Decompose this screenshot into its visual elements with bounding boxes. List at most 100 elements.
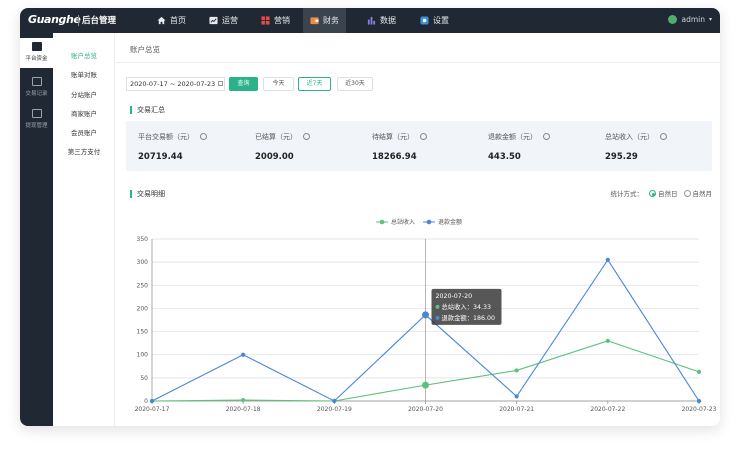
radio-natural-month[interactable]: 自然月 xyxy=(683,188,712,198)
nav-item-marketing[interactable]: 营销 xyxy=(254,8,297,33)
last-7-days-button[interactable]: 近7天 xyxy=(298,77,331,91)
data-point xyxy=(605,338,610,343)
wallet-icon xyxy=(310,17,319,25)
legend-label: 总站收入 xyxy=(391,218,415,226)
legend-label: 退款金额 xyxy=(438,218,462,226)
sidebar-item-bill-reconciliation[interactable]: 账单对账 xyxy=(71,71,97,79)
summary-label: 退款金额（元） xyxy=(488,132,550,142)
grid-icon xyxy=(261,16,270,25)
top-navigation-bar: Guanghe 后台管理 首页 运营 营销 财务 数据 设置 ad xyxy=(20,8,720,33)
avatar xyxy=(668,15,678,24)
radio-checked-icon xyxy=(649,190,656,197)
main-content: 账户总览 2020-07-17 ~ 2020-07-23 查询 今天 近7天 近… xyxy=(116,33,720,426)
y-tick-label: 150 xyxy=(137,329,149,336)
data-point xyxy=(605,257,610,262)
data-point xyxy=(149,398,155,404)
summary-panel: 平台交易额（元） 20719.44 已结算（元） 2009.00 待结算（元） … xyxy=(126,121,712,171)
nav-item-label: 营销 xyxy=(274,16,290,25)
query-button[interactable]: 查询 xyxy=(229,77,258,91)
date-range-value: 2020-07-17 ~ 2020-07-23 xyxy=(130,80,216,88)
nav-item-data[interactable]: 数据 xyxy=(360,8,403,33)
summary-value: 443.50 xyxy=(488,152,521,162)
sidebar-item-member-accounts[interactable]: 会员账户 xyxy=(71,129,97,137)
radio-natural-day[interactable]: 自然日 xyxy=(649,188,678,198)
chart-board-icon xyxy=(209,16,218,25)
tooltip-line: 退款金额：186.00 xyxy=(442,313,496,322)
legend-swatch-dot xyxy=(379,219,385,225)
info-icon[interactable] xyxy=(420,133,427,140)
summary-value: 2009.00 xyxy=(255,152,294,162)
info-icon[interactable] xyxy=(543,133,550,140)
summary-label: 待结算（元） xyxy=(372,132,427,142)
data-point xyxy=(332,398,337,404)
data-point xyxy=(514,368,519,373)
nav-item-label: 运营 xyxy=(222,16,238,25)
x-tick-label: 2020-07-19 xyxy=(317,406,352,413)
primary-sidebar: 平台资金 交易记录 提现管理 xyxy=(20,33,53,426)
y-tick-label: 350 xyxy=(137,236,149,243)
info-icon[interactable] xyxy=(200,133,207,140)
nav-item-finance[interactable]: 财务 xyxy=(303,8,346,33)
calendar-icon xyxy=(218,81,224,86)
x-tick-label: 2020-07-22 xyxy=(590,406,625,413)
tooltip-marker xyxy=(435,315,440,320)
caret-down-icon: ▾ xyxy=(708,16,712,23)
y-tick-label: 50 xyxy=(140,375,148,382)
sidebar-item-transactions[interactable]: 交易记录 xyxy=(20,73,53,103)
tooltip-line: 总站收入：34.33 xyxy=(442,302,492,311)
sidebar-item-platform-funds[interactable]: 平台资金 xyxy=(20,38,53,68)
summary-section-title: 交易汇总 xyxy=(130,106,165,114)
x-tick-label: 2020-07-18 xyxy=(226,406,261,413)
divider xyxy=(116,62,720,63)
user-menu[interactable]: admin ▾ xyxy=(668,15,712,24)
data-point xyxy=(696,398,702,404)
record-icon xyxy=(31,77,42,86)
home-icon xyxy=(157,16,166,25)
info-icon[interactable] xyxy=(303,133,310,140)
y-tick-label: 0 xyxy=(144,398,148,405)
y-tick-label: 100 xyxy=(137,352,149,359)
y-tick-label: 300 xyxy=(137,259,149,266)
info-icon[interactable] xyxy=(660,133,667,140)
sidebar-item-label: 提现管理 xyxy=(25,123,48,129)
data-point xyxy=(241,397,246,403)
summary-label: 总站收入（元） xyxy=(605,132,667,142)
data-point xyxy=(422,311,429,319)
yen-icon xyxy=(31,42,42,51)
details-section-title: 交易明细 xyxy=(130,190,165,198)
y-tick-label: 200 xyxy=(137,305,149,312)
legend-swatch-dot xyxy=(426,219,432,225)
bar-chart-icon xyxy=(367,16,376,25)
brand-subtitle: 后台管理 xyxy=(82,16,117,26)
sidebar-item-third-party-payment[interactable]: 第三方支付 xyxy=(67,148,101,156)
sidebar-item-account-overview[interactable]: 账户总览 xyxy=(71,52,97,60)
last-30-days-button[interactable]: 近30天 xyxy=(337,77,373,91)
tooltip-marker xyxy=(435,304,440,309)
sidebar-item-merchant-accounts[interactable]: 商家账户 xyxy=(71,110,97,118)
date-range-input[interactable]: 2020-07-17 ~ 2020-07-23 xyxy=(126,77,225,91)
summary-value: 18266.94 xyxy=(372,152,417,162)
radio-unchecked-icon xyxy=(683,190,691,197)
nav-item-home[interactable]: 首页 xyxy=(150,8,193,33)
sidebar-item-withdrawals[interactable]: 提现管理 xyxy=(20,105,53,135)
sidebar-item-label: 平台资金 xyxy=(25,56,48,62)
stat-mode-label: 统计方式： xyxy=(610,190,644,198)
x-tick-label: 2020-07-17 xyxy=(135,406,170,413)
nav-item-settings[interactable]: 设置 xyxy=(413,8,456,33)
sidebar-item-branch-accounts[interactable]: 分站账户 xyxy=(71,91,97,99)
sidebar-item-label: 交易记录 xyxy=(25,91,48,97)
data-point xyxy=(696,369,702,374)
data-point xyxy=(514,394,519,399)
transaction-line-chart[interactable]: 0 50 100 150 200 250 300 350 2020-07-17 2020-07-1… xyxy=(116,213,720,423)
summary-value: 295.29 xyxy=(605,152,638,162)
stat-mode-selector: 统计方式： 自然日 自然月 xyxy=(610,188,712,198)
x-tick-label: 2020-07-20 xyxy=(408,406,443,413)
today-button[interactable]: 今天 xyxy=(263,77,294,91)
nav-item-label: 首页 xyxy=(170,16,186,25)
x-tick-label: 2020-07-21 xyxy=(499,406,534,413)
app-window: Guanghe 后台管理 首页 运营 营销 财务 数据 设置 ad xyxy=(20,8,720,426)
tooltip-date: 2020-07-20 xyxy=(436,293,473,300)
secondary-sidebar: 账户总览 账单对账 分站账户 商家账户 会员账户 第三方支付 xyxy=(53,33,115,426)
brand-logo[interactable]: Guanghe xyxy=(28,13,81,26)
nav-item-operations[interactable]: 运营 xyxy=(202,8,245,33)
